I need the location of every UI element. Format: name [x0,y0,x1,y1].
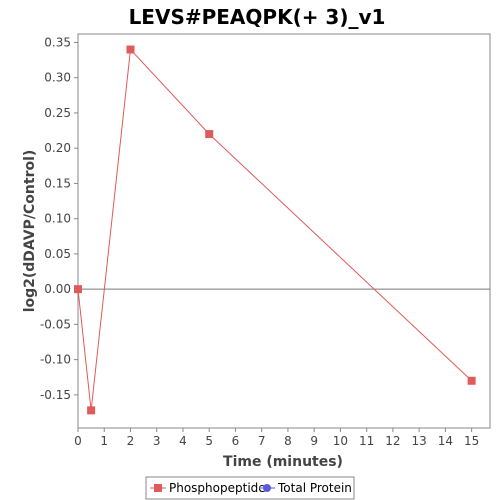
x-tick-label: 1 [100,434,108,448]
series-layer [74,45,476,415]
x-tick-label: 3 [153,434,161,448]
legend-marker-1 [263,484,271,492]
x-tick-label: 10 [333,434,348,448]
data-point [205,130,214,139]
y-tick-label: 0.25 [44,106,71,120]
x-tick-label: 0 [74,434,82,448]
y-tick-label: -0.15 [40,388,71,402]
y-axis: -0.15 -0.10 -0.05 0.00 0.05 0.10 0.15 0.20 0.25 0… [40,34,79,428]
legend-box [145,476,355,500]
data-point [467,376,476,385]
x-tick-label: 12 [385,434,400,448]
y-tick-label: 0.00 [44,282,71,296]
x-axis-label: Time (minutes) [223,454,343,470]
x-tick-label: 6 [232,434,240,448]
y-tick-label: 0.10 [44,212,71,226]
x-tick-label: 15 [464,434,479,448]
data-point [87,406,96,415]
x-tick-label: 14 [438,434,453,448]
x-tick-label: 11 [359,434,374,448]
y-tick-label: 0.05 [44,247,71,261]
legend-label-0: Phosphopeptide [169,481,266,495]
y-axis-label: log2(dDAVP/Control) [22,150,38,313]
legend: Phosphopeptide Total Protein [150,481,352,495]
x-tick-label: 5 [205,434,213,448]
y-tick-label: 0.30 [44,71,71,85]
legend-label-1: Total Protein [277,481,352,495]
x-axis: 0 1 2 3 4 5 6 7 8 9 10 11 12 13 14 15 [74,427,490,448]
x-tick-label: 13 [412,434,427,448]
y-tick-label: 0.15 [44,176,71,190]
y-tick-label: 0.20 [44,141,71,155]
y-tick-label: 0.35 [44,35,71,49]
x-tick-label: 2 [127,434,135,448]
x-tick-label: 4 [179,434,187,448]
x-tick-label: 8 [284,434,292,448]
y-tick-label: -0.10 [40,353,71,367]
chart-title: LEVS#PEAQPK(+ 3)_v1 [129,5,386,29]
legend-marker-0 [154,484,162,492]
x-tick-label: 7 [258,434,266,448]
y-tick-label: -0.05 [40,317,71,331]
plot-area [77,33,491,429]
x-tick-label: 9 [310,434,318,448]
data-point [74,285,82,294]
data-point [126,45,135,54]
